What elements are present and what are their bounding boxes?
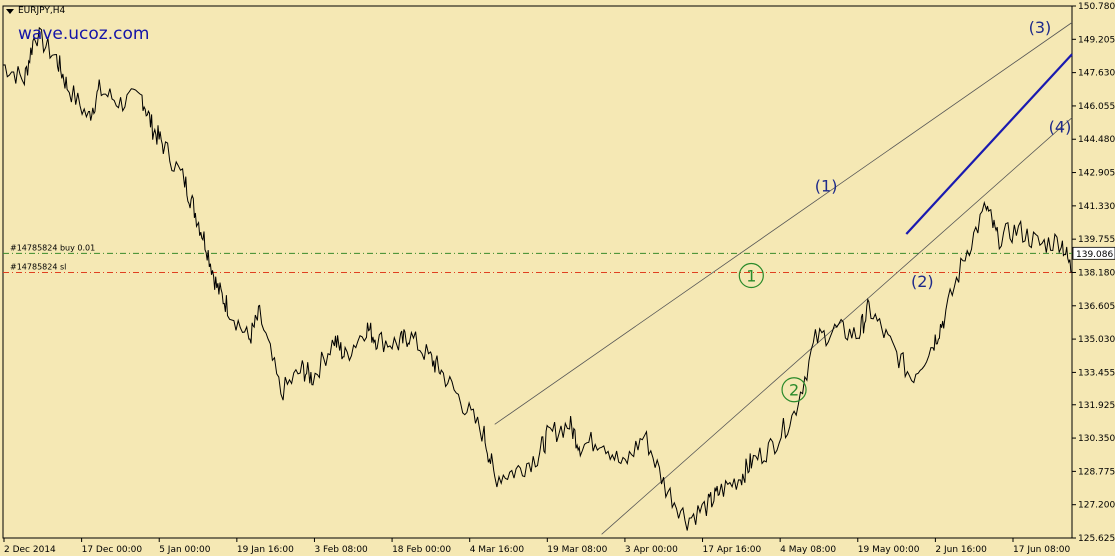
y-tick-label: 147.630 xyxy=(1078,69,1115,79)
price-line xyxy=(2,26,1073,531)
wave-label-major: (1) xyxy=(815,177,838,196)
stop-loss-label: #14785824 sl xyxy=(10,262,66,271)
y-tick-label: 138.180 xyxy=(1078,268,1115,278)
y-tick-label: 142.905 xyxy=(1078,169,1115,179)
buy-order-label: #14785824 buy 0.01 xyxy=(10,243,95,252)
wave-label-major: (4) xyxy=(1049,117,1072,136)
trend-channel xyxy=(494,22,1073,535)
y-tick-label: 130.350 xyxy=(1078,434,1115,444)
wave-3-projection-line xyxy=(905,53,1073,235)
x-tick-label: 2 Dec 2014 xyxy=(4,545,56,555)
order-lines: #14785824 buy 0.01 #14785824 sl 139.086 xyxy=(3,243,1115,273)
time-axis: 2 Dec 2014 17 Dec 00:00 5 Jan 00:00 19 Jan … xyxy=(3,538,1070,555)
price-series xyxy=(2,26,1073,531)
x-tick-label: 17 Apr 16:00 xyxy=(703,545,762,555)
symbol-timeframe-label: EURJPY,H4 xyxy=(18,6,66,16)
y-tick-label: 125.625 xyxy=(1078,534,1115,544)
x-tick-label: 17 Dec 00:00 xyxy=(82,545,143,555)
x-tick-label: 19 Mar 08:00 xyxy=(547,545,607,555)
y-tick-label: 150.780 xyxy=(1078,2,1115,12)
wave-label-circle xyxy=(781,377,807,403)
x-tick-label: 3 Feb 08:00 xyxy=(314,545,368,555)
x-tick-label: 18 Feb 00:00 xyxy=(392,545,451,555)
wave-label-circle xyxy=(738,262,764,289)
x-tick-label: 3 Apr 00:00 xyxy=(625,545,678,555)
y-tick-label: 127.200 xyxy=(1078,501,1115,511)
y-tick-label: 146.055 xyxy=(1078,102,1115,112)
x-tick-label: 5 Jan 00:00 xyxy=(159,545,211,555)
x-tick-label: 19 May 00:00 xyxy=(858,545,920,555)
channel-upper-line xyxy=(494,22,1073,425)
y-tick-label: 128.775 xyxy=(1078,467,1115,477)
current-price-label: 139.086 xyxy=(1076,250,1113,260)
wave-label-minor: 1 xyxy=(746,267,756,286)
x-tick-label: 19 Jan 16:00 xyxy=(237,545,294,555)
wave-label-major: (2) xyxy=(911,272,934,291)
x-tick-label: 17 Jun 08:00 xyxy=(1013,545,1070,555)
y-tick-label: 141.330 xyxy=(1078,202,1115,212)
watermark-text: wave.ucoz.com xyxy=(18,24,149,44)
y-tick-label: 133.455 xyxy=(1078,368,1115,378)
y-tick-label: 135.030 xyxy=(1078,335,1115,345)
y-tick-label: 139.755 xyxy=(1078,235,1115,245)
price-axis: 150.780 149.205 147.630 146.055 144.480 142.9… xyxy=(1072,2,1115,544)
wave-label-major: (3) xyxy=(1029,18,1052,37)
dropdown-triangle-icon[interactable] xyxy=(6,9,14,14)
wave-labels: (1) (2) (3) (4) 1 2 xyxy=(738,18,1072,403)
chart-header: EURJPY,H4 wave.ucoz.com xyxy=(6,6,149,44)
y-tick-label: 149.205 xyxy=(1078,35,1115,45)
y-tick-label: 136.605 xyxy=(1078,302,1115,312)
current-price-box xyxy=(1072,246,1115,260)
channel-lower-line xyxy=(601,117,1073,535)
y-tick-label: 131.925 xyxy=(1078,401,1115,411)
y-tick-label: 144.480 xyxy=(1078,135,1115,145)
x-tick-label: 4 May 08:00 xyxy=(780,545,836,555)
x-tick-label: 4 Mar 16:00 xyxy=(470,545,525,555)
x-tick-label: 2 Jun 16:00 xyxy=(935,545,987,555)
wave-label-minor: 2 xyxy=(789,381,799,400)
